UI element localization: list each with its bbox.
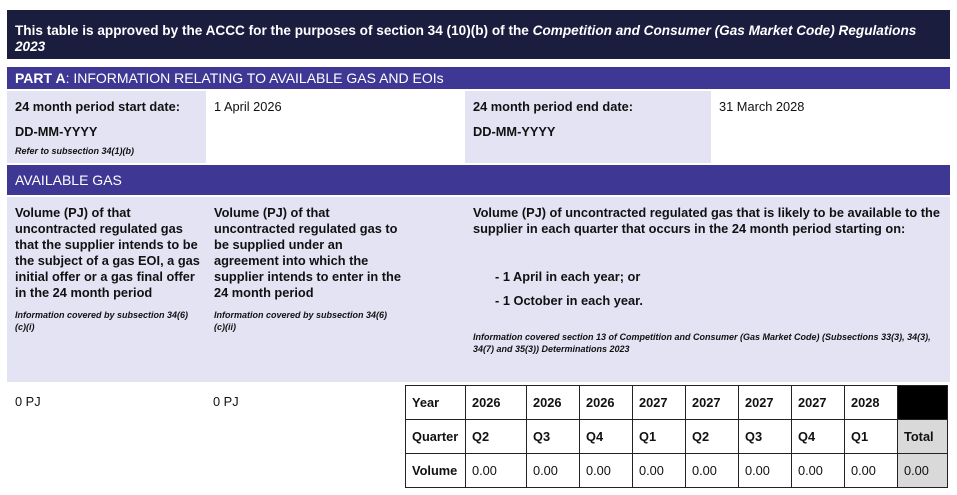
year-cell: 2027 — [738, 385, 792, 420]
quarter-cell: Q4 — [579, 419, 633, 454]
volume-cell[interactable]: 0.00 — [632, 453, 686, 488]
total-header-blank — [897, 385, 948, 420]
quarterly-bullet-october: - 1 October in each year. — [495, 293, 643, 308]
quarter-row: Quarter Q2 Q3 Q4 Q1 Q2 Q3 Q4 Q1 Total — [405, 419, 948, 454]
year-header: Year — [405, 385, 466, 420]
volume-header: Volume — [405, 453, 466, 488]
part-a-title: : INFORMATION RELATING TO AVAILABLE GAS … — [65, 70, 444, 86]
approval-text: This table is approved by the ACCC for t… — [15, 23, 533, 38]
year-cell: 2026 — [526, 385, 580, 420]
year-cell: 2026 — [579, 385, 633, 420]
start-date-value: 1 April 2026 — [214, 99, 282, 114]
start-date-note: Refer to subsection 34(1)(b) — [15, 146, 135, 156]
part-a-label: PART A — [15, 70, 66, 86]
agreement-volume-note: Information covered by subsection 34(6)(… — [214, 310, 388, 332]
volume-cell[interactable]: 0.00 — [579, 453, 633, 488]
quarter-cell: Q1 — [632, 419, 686, 454]
eoi-volume-note: Information covered by subsection 34(6)(… — [15, 310, 189, 332]
part-a-bar: PART A: INFORMATION RELATING TO AVAILABL… — [7, 67, 950, 89]
volume-cell[interactable]: 0.00 — [844, 453, 898, 488]
end-date-format: DD-MM-YYYY — [473, 124, 556, 139]
start-date-format: DD-MM-YYYY — [15, 124, 98, 139]
year-cell: 2028 — [844, 385, 898, 420]
end-date-label-cell: 24 month period end date: DD-MM-YYYY — [465, 91, 711, 163]
eoi-volume-description: Volume (PJ) of that uncontracted regulat… — [15, 205, 200, 300]
year-cell: 2027 — [685, 385, 739, 420]
quarterly-volume-table: Year 2026 2026 2026 2027 2027 2027 2027 … — [405, 385, 948, 488]
quarter-cell: Q2 — [685, 419, 739, 454]
volume-cell[interactable]: 0.00 — [465, 453, 527, 488]
quarterly-bullet-april: - 1 April in each year; or — [495, 269, 641, 284]
regulation-title: Competition and Consumer (Gas Market Cod… — [15, 23, 917, 54]
start-date-label-cell: 24 month period start date: DD-MM-YYYY R… — [7, 91, 206, 163]
agreement-volume-description: Volume (PJ) of that uncontracted regulat… — [214, 205, 401, 300]
quarterly-volume-description: Volume (PJ) of uncontracted regulated ga… — [473, 205, 940, 236]
quarter-cell: Q4 — [791, 419, 845, 454]
available-gas-descriptions: Volume (PJ) of that uncontracted regulat… — [7, 197, 950, 382]
approval-header: This table is approved by the ACCC for t… — [7, 10, 950, 59]
year-cell: 2027 — [632, 385, 686, 420]
year-cell: 2026 — [465, 385, 527, 420]
start-date-label: 24 month period start date: — [15, 99, 180, 114]
end-date-value: 31 March 2028 — [719, 99, 805, 114]
year-cell: 2027 — [791, 385, 845, 420]
eoi-volume-value[interactable]: 0 PJ — [15, 394, 41, 409]
volume-cell[interactable]: 0.00 — [738, 453, 792, 488]
quarter-cell: Q2 — [465, 419, 527, 454]
year-row: Year 2026 2026 2026 2027 2027 2027 2027 … — [405, 385, 948, 420]
agreement-volume-value[interactable]: 0 PJ — [213, 394, 239, 409]
available-gas-bar: AVAILABLE GAS — [7, 165, 950, 195]
quarter-cell: Q1 — [844, 419, 898, 454]
volume-cell[interactable]: 0.00 — [685, 453, 739, 488]
quarter-header: Quarter — [405, 419, 466, 454]
end-date-label: 24 month period end date: — [473, 99, 633, 114]
total-header: Total — [897, 419, 948, 454]
quarterly-volume-note: Information covered section 13 of Compet… — [473, 332, 931, 354]
start-date-value-cell[interactable]: 1 April 2026 — [206, 91, 465, 163]
end-date-value-cell[interactable]: 31 March 2028 — [711, 91, 950, 163]
quarter-cell: Q3 — [738, 419, 792, 454]
available-gas-title: AVAILABLE GAS — [15, 172, 122, 188]
total-value: 0.00 — [897, 453, 948, 488]
volume-row: Volume 0.00 0.00 0.00 0.00 0.00 0.00 0.0… — [405, 453, 948, 488]
volume-cell[interactable]: 0.00 — [791, 453, 845, 488]
quarter-cell: Q3 — [526, 419, 580, 454]
volume-cell[interactable]: 0.00 — [526, 453, 580, 488]
